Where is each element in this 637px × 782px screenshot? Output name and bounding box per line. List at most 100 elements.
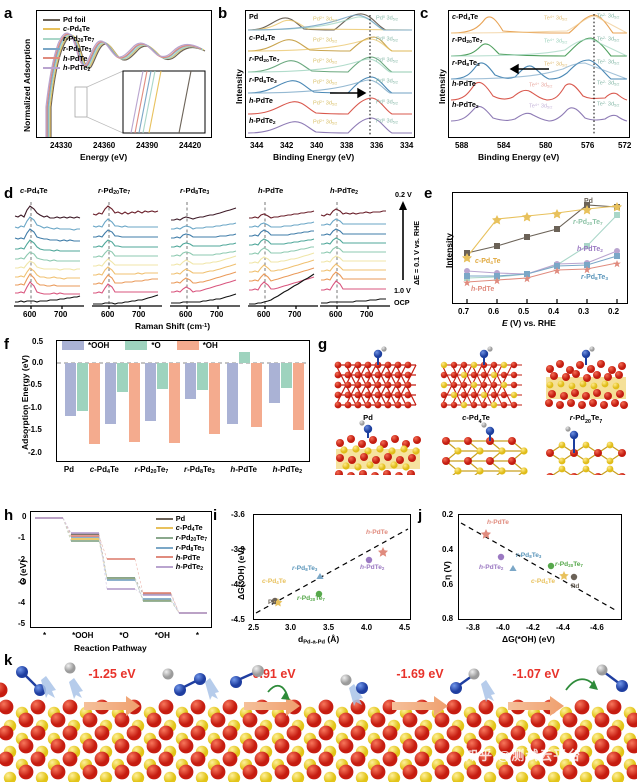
legend-label: h-PdTe2 <box>63 62 91 73</box>
legend-item-pd-foil: Pd foil <box>43 15 94 25</box>
panel-i-annot-h-pdte2: h-PdTe2 <box>360 564 385 571</box>
legend-label: h-PdTe <box>63 53 88 63</box>
legend-swatch-o <box>125 341 148 350</box>
panel-f-cat-3: r-Pd8Te3 <box>183 465 215 476</box>
legend-swatch <box>155 527 173 530</box>
panel-k-step-2: -1.69 eV <box>396 667 444 681</box>
panel-j-ytick-1: 0.4 <box>442 545 454 554</box>
legend-swatch <box>43 37 60 40</box>
panel-c-row-label-0: c-Pd4Te <box>452 12 479 23</box>
legend-item-ooh: *OOH <box>62 341 109 350</box>
panel-i-annot-pd: Pd <box>268 599 277 606</box>
panel-c-xtick-0: 588 <box>455 141 469 150</box>
legend-swatch <box>43 66 60 69</box>
legend-swatch <box>43 28 60 31</box>
panel-j-ytick-3: 0.8 <box>442 614 454 623</box>
legend-swatch-oh <box>176 341 199 350</box>
panel-d-right-bottom-label: OCP <box>394 298 410 307</box>
panel-f-cat-0: Pd <box>63 465 75 474</box>
panel-c-xlabel: Binding Energy (eV) <box>478 152 560 162</box>
panel-e-plot-frame: Pd r-Pd20Te7 c-Pd4Te h-PdTe2 r-Pd8Te3 h-… <box>452 192 628 304</box>
panel-j-annot-h-pdte: h-PdTe <box>487 519 509 526</box>
panel-j-xtick-4: -4.6 <box>590 623 604 632</box>
panel-b-row-label-3: r-Pd8Te3 <box>249 75 277 86</box>
panel-b-peak-ox-3: Pd2+ 3d5/2 <box>313 79 338 86</box>
panel-h-ytick-2: -2 <box>18 555 26 564</box>
panel-c-xtick-4: 572 <box>618 141 632 150</box>
legend-label: r-Pd8Te3 <box>175 542 205 553</box>
panel-c-peak-ox-3: Te4+ 3d5/2 <box>529 82 553 89</box>
panel-c-peak-metal-0: Te2- 3d5/2 <box>597 13 620 20</box>
panel-e-annot-h-pdte: h-PdTe <box>471 286 495 293</box>
panel-h-ytick-0: 0 <box>22 512 27 521</box>
panel-j-xtick-2: -4.2 <box>526 623 540 632</box>
panel-j-annot-r-pd8te3: r-Pd8Te3 <box>516 552 542 559</box>
panel-k-step-3: -1.07 eV <box>512 667 560 681</box>
panel-i-xtick-3: 4.0 <box>361 623 373 632</box>
panel-d-xtick-0-1: 700 <box>54 310 68 319</box>
panel-i-xtick-4: 4.5 <box>399 623 411 632</box>
panel-b-xtick-5: 334 <box>400 141 414 150</box>
panel-d-xtick-2-1: 700 <box>210 310 224 319</box>
panel-c-row-label-4: h-PdTe2 <box>452 100 479 111</box>
legend-item-h-pdte: h-PdTe <box>155 552 207 562</box>
panel-d-xtick-1-0: 600 <box>101 310 115 319</box>
panel-h-xtick-labels: * *OOH *O *OH * <box>30 631 212 640</box>
panel-d-xtick-4-1: 700 <box>360 310 374 319</box>
legend-swatch <box>155 546 173 549</box>
panel-d-xtick-3-0: 600 <box>257 310 271 319</box>
panel-a-xlabel: Energy (eV) <box>80 152 128 162</box>
panel-e-xlabel: E (V) vs. RHE <box>502 318 556 328</box>
legend-label: Pd <box>175 514 186 524</box>
panel-f-cat-5: h-PdTe2 <box>272 465 303 476</box>
panel-f-cat-2: r-Pd20Te7 <box>134 465 169 476</box>
panel-c-peak-metal-3: Te2- 3d5/2 <box>597 80 620 87</box>
panel-i-annot-c-pd4te: c-Pd4Te <box>262 578 287 585</box>
panel-a-plot-frame: Pd foil c-Pd4Te r-Pd20Te7 r-Pd8Te3 h-PdT… <box>36 10 212 138</box>
panel-b-peak-ox-1: Pd2+ 3d5/2 <box>313 37 338 44</box>
panel-e-xtick-5: 0.2 <box>608 307 620 316</box>
legend-item-c-pd4te: c-Pd4Te <box>43 24 94 34</box>
panel-a-xanes-curves <box>45 32 206 137</box>
panel-a-xtick-0: 24330 <box>50 141 73 150</box>
panel-c-peak-ox-2: Te4+ 3d5/2 <box>544 61 568 68</box>
panel-e-annot-r-pd8te3: r-Pd8Te3 <box>581 274 608 283</box>
legend-item-o: *O <box>125 341 161 350</box>
panel-i-ytick-1: -3.9 <box>231 545 245 554</box>
panel-c-row-label-3: h-PdTe <box>452 79 476 88</box>
legend-swatch <box>155 536 173 539</box>
panel-f-ytick-2: -0.5 <box>28 380 42 389</box>
panel-i-xtick-1: 3.0 <box>285 623 297 632</box>
panel-j-ytick-2: 0.6 <box>442 580 454 589</box>
panel-i-xtick-2: 3.5 <box>323 623 335 632</box>
legend-swatch <box>155 556 173 559</box>
panel-a-ylabel: Normalized Adsorption <box>22 38 32 132</box>
panel-f-cat-4: h-PdTe <box>230 465 257 474</box>
panel-j-annot-h-pdte2: h-PdTe2 <box>479 564 504 571</box>
legend-item-h-pdte: h-PdTe <box>43 53 94 63</box>
panel-h-legend: Pd c-Pd4Te r-Pd20Te7 r-Pd8Te3 h-PdTe h-P… <box>155 514 207 572</box>
panel-i-scatter <box>255 528 409 614</box>
panel-i-annot-r-pd8te3: r-Pd8Te3 <box>292 565 318 572</box>
panel-j-ylabel: η (V) <box>442 561 452 580</box>
panel-b-peak-metal-4: Pd0 3d5/2 <box>376 99 399 106</box>
panel-f-ytick-1: 0.0 <box>32 358 44 367</box>
legend-item-h-pdte2: h-PdTe2 <box>155 562 207 572</box>
panel-c-xtick-2: 580 <box>539 141 553 150</box>
legend-label: r-Pd8Te3 <box>63 43 92 54</box>
panel-b-row-label-2: r-Pd20Te7 <box>249 54 280 65</box>
panel-k-reaction-mechanism: -1.25 eV -0.91 eV -1.69 eV -1.07 eV <box>0 662 637 782</box>
panel-h-xtick-3: *OH <box>154 631 170 640</box>
panel-e-xtick-2: 0.5 <box>518 307 530 316</box>
legend-label: r-Pd20Te7 <box>63 33 95 45</box>
panel-b-peak-metal-0: Pd0 3d5/2 <box>376 15 399 22</box>
legend-item-r-pd20te7: r-Pd20Te7 <box>155 533 207 543</box>
legend-label: c-Pd4Te <box>175 523 203 534</box>
panel-i-ytick-2: -4.2 <box>231 580 245 589</box>
panel-e-annot-r-pd20te7: r-Pd20Te7 <box>573 219 603 228</box>
panel-h-ytick-5: -5 <box>18 619 26 628</box>
panel-e-xtick-0: 0.7 <box>458 307 470 316</box>
panel-h-plot-frame: Pd c-Pd4Te r-Pd20Te7 r-Pd8Te3 h-PdTe h-P… <box>30 511 212 628</box>
panel-b-xtick-1: 342 <box>280 141 294 150</box>
panel-b-xtick-0: 344 <box>250 141 264 150</box>
